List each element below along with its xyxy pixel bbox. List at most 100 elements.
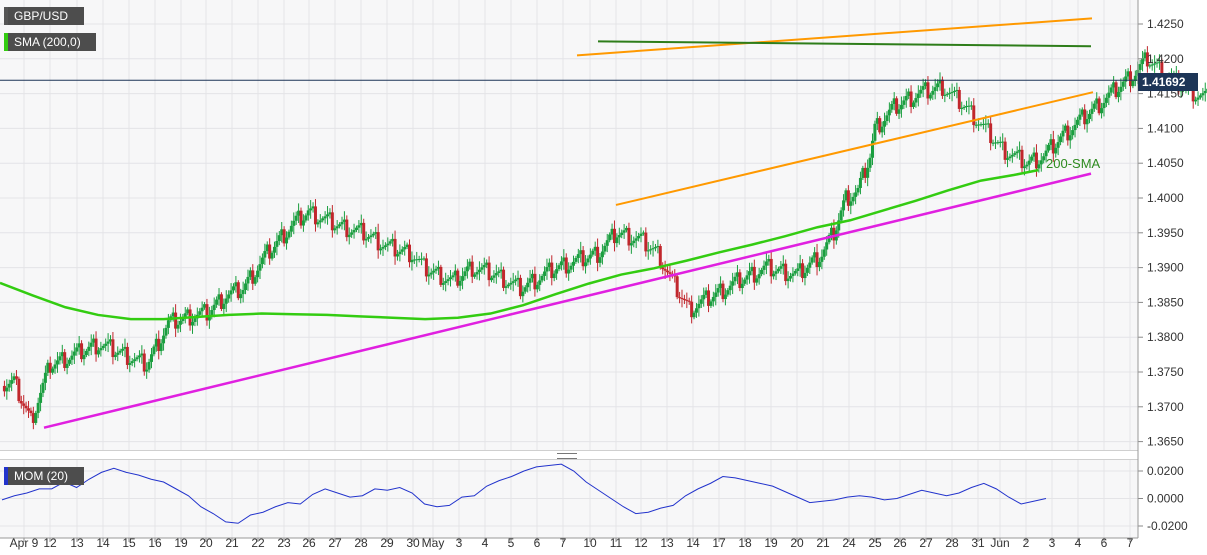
- candle-body: [784, 263, 788, 282]
- candle-body: [940, 79, 944, 96]
- candle-body: [60, 352, 64, 357]
- candle-body: [1030, 156, 1034, 161]
- candle-body: [740, 283, 744, 289]
- candle-body: [415, 259, 419, 261]
- sma-swatch: [4, 33, 8, 51]
- candle-body: [294, 215, 298, 221]
- candle-body: [1008, 156, 1012, 159]
- candle-body: [885, 115, 889, 122]
- candle-body: [625, 227, 629, 231]
- x-tick-label: 19: [764, 536, 778, 550]
- candle-body: [72, 351, 76, 356]
- candle-body: [779, 266, 783, 269]
- candle-body: [1119, 86, 1123, 92]
- x-tick-label: 31: [971, 536, 985, 550]
- candle-body: [921, 86, 925, 90]
- candle-body: [186, 309, 190, 314]
- candle-body: [868, 157, 872, 168]
- candle-body: [130, 361, 134, 364]
- candle-body: [1160, 61, 1164, 81]
- candle-body: [405, 244, 409, 247]
- candle-body: [347, 234, 351, 238]
- sma-200-line: [0, 168, 1039, 321]
- candle-body: [709, 301, 713, 306]
- candle-body: [434, 268, 438, 271]
- candle-body: [1201, 93, 1205, 96]
- candle-body: [675, 276, 679, 298]
- candle-body: [51, 368, 55, 373]
- candle-body: [80, 343, 84, 360]
- candle-body: [287, 231, 291, 238]
- candle-body: [463, 271, 467, 277]
- candle-body: [699, 299, 703, 304]
- candle-body: [526, 282, 530, 288]
- candle-body: [685, 299, 689, 301]
- momentum-pane[interactable]: [0, 460, 1138, 538]
- candle-body: [979, 124, 983, 126]
- candle-body: [205, 304, 209, 321]
- candle-body: [260, 257, 264, 265]
- candle-body: [892, 98, 896, 105]
- candle-body: [516, 277, 520, 280]
- candle-body: [627, 227, 631, 246]
- candle-body: [171, 312, 175, 317]
- candle-body: [248, 270, 252, 277]
- candle-body: [427, 274, 431, 277]
- candle-body: [887, 109, 891, 116]
- price-chart-pane[interactable]: [0, 0, 1207, 450]
- candle-body: [239, 294, 243, 299]
- candle-body: [1039, 160, 1043, 165]
- candle-body: [164, 327, 168, 336]
- candle-body: [24, 405, 28, 409]
- candle-body: [456, 270, 460, 286]
- candle-body: [53, 364, 57, 369]
- candle-body: [345, 219, 349, 238]
- candle-body: [950, 91, 954, 93]
- mom-legend-tag[interactable]: MOM (20): [4, 467, 84, 485]
- candle-body: [193, 318, 197, 322]
- momentum-chart: [0, 460, 1138, 538]
- candle-body: [530, 273, 534, 279]
- support-line: [43, 172, 1092, 429]
- sma-legend-tag[interactable]: SMA (200,0): [4, 33, 96, 51]
- candle-body: [393, 238, 397, 257]
- candle-body: [494, 273, 498, 276]
- candle-body: [523, 287, 527, 292]
- candle-body: [128, 363, 132, 365]
- candle-body: [96, 350, 100, 355]
- candle-body: [400, 249, 404, 252]
- candle-body: [1191, 83, 1195, 102]
- candle-body: [101, 345, 105, 349]
- candle-body: [837, 220, 841, 231]
- candle-body: [381, 246, 385, 249]
- candle-body: [1022, 166, 1026, 169]
- candle-body: [731, 281, 735, 286]
- candle-body: [962, 106, 966, 108]
- x-tick-label: 4: [1075, 536, 1082, 550]
- x-tick-label: 27: [919, 536, 933, 550]
- candle-body: [697, 303, 701, 309]
- candle-body: [969, 105, 973, 107]
- candle-body: [277, 235, 281, 242]
- candle-body: [1196, 97, 1200, 100]
- candle-body: [58, 356, 62, 361]
- candle-body: [707, 290, 711, 306]
- candle-body: [776, 268, 780, 272]
- pane-splitter[interactable]: [0, 450, 1138, 460]
- candle-body: [1015, 151, 1019, 154]
- x-tick-label: 29: [380, 536, 394, 550]
- candle-body: [27, 408, 31, 411]
- candle-body: [333, 228, 337, 231]
- candle-body: [928, 94, 932, 99]
- candle-body: [150, 354, 154, 362]
- candle-body: [1114, 82, 1118, 98]
- resistance-line: [597, 40, 1092, 48]
- candle-body: [359, 222, 363, 226]
- candle-body: [791, 273, 795, 277]
- symbol-tag[interactable]: GBP/USD: [4, 7, 84, 25]
- candle-body: [207, 315, 211, 321]
- splitter-grip-icon[interactable]: [557, 453, 577, 459]
- candle-body: [735, 272, 739, 277]
- candle-body: [1049, 139, 1053, 145]
- x-tick-label: 25: [868, 536, 882, 550]
